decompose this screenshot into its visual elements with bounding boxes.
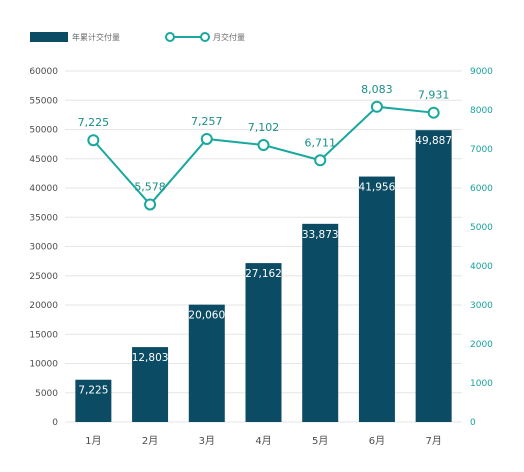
left-tick-label: 45000 [29, 155, 58, 165]
right-tick-label: 8000 [470, 106, 493, 116]
x-axis-ticks: 1月 2月 3月 4月 5月 6月 7月 [85, 435, 442, 447]
right-tick-label: 2000 [470, 340, 493, 350]
line-point [200, 132, 213, 145]
x-tick-label: 4月 [255, 435, 271, 447]
legend-line-marker-right [200, 32, 210, 42]
bar [245, 263, 282, 422]
bar [358, 176, 395, 422]
left-tick-label: 40000 [29, 184, 58, 194]
line-value-label: 5,578 [134, 180, 166, 193]
line-value-label: 7,102 [248, 121, 280, 134]
legend-line-label: 月交付量 [213, 32, 245, 42]
left-tick-label: 35000 [29, 213, 58, 223]
left-tick-label: 25000 [29, 272, 58, 282]
right-tick-label: 9000 [470, 67, 493, 77]
bar-value-label: 7,225 [78, 385, 108, 397]
line-point [314, 154, 327, 167]
bar [302, 223, 339, 422]
right-tick-label: 1000 [470, 379, 493, 389]
line-point [370, 100, 383, 113]
left-tick-label: 10000 [29, 360, 58, 370]
bar [75, 379, 112, 422]
bar [415, 130, 452, 422]
left-tick-label: 15000 [29, 330, 58, 340]
line-value-label: 7,225 [78, 116, 110, 129]
right-tick-label: 4000 [470, 262, 493, 272]
legend-bar-swatch [30, 32, 68, 42]
x-tick-label: 6月 [369, 435, 385, 447]
legend-bar-label: 年累计交付量 [72, 32, 120, 42]
bar-value-label: 20,060 [188, 310, 225, 322]
line-point [144, 198, 157, 211]
left-tick-label: 55000 [29, 96, 58, 106]
line-value-label: 7,931 [418, 89, 450, 102]
x-tick-label: 5月 [312, 435, 328, 447]
line-value-label: 8,083 [361, 83, 393, 96]
bar-value-label: 33,873 [302, 229, 339, 241]
x-tick-label: 7月 [425, 435, 441, 447]
bar-value-label: 49,887 [415, 135, 452, 147]
right-tick-label: 5000 [470, 223, 493, 233]
right-axis-ticks: 0 1000 2000 3000 4000 5000 6000 7000 8000 9000 [470, 67, 493, 428]
left-tick-label: 60000 [29, 67, 58, 77]
line-value-label: 7,257 [191, 115, 223, 128]
legend-line-marker-left [165, 32, 175, 42]
line-value-label: 6,711 [304, 136, 336, 149]
line-point [257, 139, 270, 152]
line-point [87, 134, 100, 147]
right-tick-label: 7000 [470, 145, 493, 155]
right-tick-label: 3000 [470, 301, 493, 311]
line-point [427, 106, 440, 119]
bar-series: 7,225 12,803 20,060 27,162 33,873 41,956 49,88… [75, 130, 452, 422]
x-tick-label: 3月 [199, 435, 215, 447]
x-tick-label: 2月 [142, 435, 158, 447]
bar [188, 304, 225, 422]
x-tick-label: 1月 [85, 435, 101, 447]
left-tick-label: 5000 [35, 389, 58, 399]
legend: 年累计交付量 月交付量 [30, 32, 245, 42]
left-tick-label: 30000 [29, 243, 58, 253]
right-tick-label: 6000 [470, 184, 493, 194]
bar-value-label: 41,956 [359, 182, 396, 194]
bar-value-label: 12,803 [132, 352, 169, 364]
left-tick-label: 20000 [29, 301, 58, 311]
left-tick-label: 0 [52, 418, 58, 428]
left-tick-label: 50000 [29, 126, 58, 136]
bar-value-label: 27,162 [245, 268, 282, 280]
line-series: 7,225 5,578 7,257 7,102 6,711 8,083 7,931 [78, 83, 450, 211]
bar [132, 347, 169, 422]
left-axis-ticks: 0 5000 10000 15000 20000 25000 30000 35000 40000… [29, 67, 58, 428]
right-tick-label: 0 [470, 418, 476, 428]
